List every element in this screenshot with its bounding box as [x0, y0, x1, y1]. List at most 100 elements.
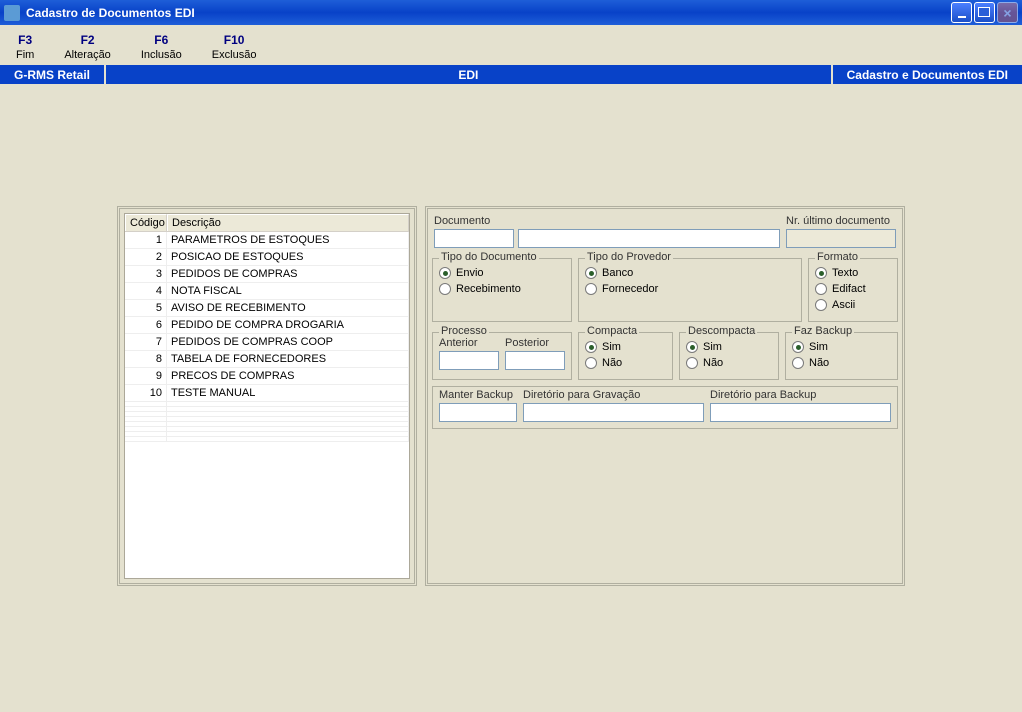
radio-envio[interactable]: Envio [439, 267, 565, 279]
cell-desc [167, 412, 409, 416]
cell-desc [167, 437, 409, 441]
table-row[interactable]: 5AVISO DE RECEBIMENTO [125, 300, 409, 317]
cell-code: 6 [125, 317, 167, 333]
radio-compacta-sim[interactable]: Sim [585, 341, 666, 353]
posterior-input[interactable] [505, 351, 565, 370]
radio-icon [439, 283, 451, 295]
cell-desc: AVISO DE RECEBIMENTO [167, 300, 409, 316]
close-button[interactable]: × [997, 2, 1018, 23]
menu-label: Exclusão [212, 49, 257, 61]
dir-gravacao-input[interactable] [523, 403, 704, 422]
radio-compacta-nao[interactable]: Não [585, 357, 666, 369]
manter-backup-input[interactable] [439, 403, 517, 422]
radio-icon [585, 283, 597, 295]
radio-icon [792, 341, 804, 353]
radio-descompacta-nao[interactable]: Não [686, 357, 772, 369]
menu-label: Alteração [64, 49, 110, 61]
infobar: G-RMS Retail EDI Cadastro e Documentos E… [0, 65, 1022, 84]
table-row[interactable]: 1PARAMETROS DE ESTOQUES [125, 232, 409, 249]
radio-backup-nao[interactable]: Não [792, 357, 891, 369]
radio-banco[interactable]: Banco [585, 267, 795, 279]
dir-backup-input[interactable] [710, 403, 891, 422]
radio-label: Texto [832, 267, 858, 279]
documents-grid-panel: Código Descrição 1PARAMETROS DE ESTOQUES… [117, 206, 417, 586]
radio-ascii[interactable]: Ascii [815, 299, 891, 311]
grid-header: Código Descrição [125, 214, 409, 232]
document-form-panel: Documento Nr. último documento Tipo do D… [425, 206, 905, 586]
menu-label: Fim [16, 49, 34, 61]
table-row[interactable]: 2POSICAO DE ESTOQUES [125, 249, 409, 266]
maximize-icon [980, 9, 990, 17]
radio-descompacta-sim[interactable]: Sim [686, 341, 772, 353]
cell-desc: NOTA FISCAL [167, 283, 409, 299]
cell-code [125, 432, 167, 436]
table-row[interactable]: 4NOTA FISCAL [125, 283, 409, 300]
menu-inclusao[interactable]: F6 Inclusão [135, 31, 188, 63]
radio-icon [686, 341, 698, 353]
menu-fim[interactable]: F3 Fim [10, 31, 40, 63]
cell-desc: PEDIDOS DE COMPRAS [167, 266, 409, 282]
cell-desc: PRECOS DE COMPRAS [167, 368, 409, 384]
cell-code [125, 437, 167, 441]
faz-backup-legend: Faz Backup [792, 325, 854, 337]
table-row[interactable]: 9PRECOS DE COMPRAS [125, 368, 409, 385]
table-row[interactable]: 3PEDIDOS DE COMPRAS [125, 266, 409, 283]
documents-grid[interactable]: Código Descrição 1PARAMETROS DE ESTOQUES… [124, 213, 410, 579]
table-row[interactable]: 10TESTE MANUAL [125, 385, 409, 402]
radio-label: Recebimento [456, 283, 521, 295]
radio-recebimento[interactable]: Recebimento [439, 283, 565, 295]
radio-label: Sim [809, 341, 828, 353]
grid-col-code[interactable]: Código [125, 214, 167, 231]
cell-desc [167, 417, 409, 421]
menubar: F3 Fim F2 Alteração F6 Inclusão F10 Excl… [0, 25, 1022, 65]
maximize-button[interactable] [974, 2, 995, 23]
window-titlebar: Cadastro de Documentos EDI × [0, 0, 1022, 25]
table-row[interactable]: 8TABELA DE FORNECEDORES [125, 351, 409, 368]
radio-icon [585, 357, 597, 369]
processo-legend: Processo [439, 325, 489, 337]
documento-desc-input[interactable] [518, 229, 780, 248]
radio-icon [815, 267, 827, 279]
radio-fornecedor[interactable]: Fornecedor [585, 283, 795, 295]
manter-backup-label: Manter Backup [439, 389, 517, 401]
menu-key: F10 [224, 33, 245, 47]
table-row[interactable]: 6PEDIDO DE COMPRA DROGARIA [125, 317, 409, 334]
nr-ultimo-label: Nr. último documento [786, 215, 896, 227]
menu-key: F2 [81, 33, 95, 47]
cell-code: 10 [125, 385, 167, 401]
menu-exclusao[interactable]: F10 Exclusão [206, 31, 263, 63]
radio-backup-sim[interactable]: Sim [792, 341, 891, 353]
radio-icon [815, 299, 827, 311]
minimize-button[interactable] [951, 2, 972, 23]
radio-texto[interactable]: Texto [815, 267, 891, 279]
radio-label: Edifact [832, 283, 866, 295]
minimize-icon [958, 16, 966, 18]
dir-gravacao-label: Diretório para Gravação [523, 389, 704, 401]
menu-alteracao[interactable]: F2 Alteração [58, 31, 116, 63]
cell-desc [167, 402, 409, 406]
radio-icon [585, 341, 597, 353]
cell-code: 4 [125, 283, 167, 299]
infobar-app-name: G-RMS Retail [0, 65, 106, 84]
radio-icon [585, 267, 597, 279]
anterior-input[interactable] [439, 351, 499, 370]
tipo-doc-legend: Tipo do Documento [439, 251, 539, 263]
radio-label: Sim [703, 341, 722, 353]
table-row[interactable] [125, 437, 409, 442]
table-row[interactable]: 7PEDIDOS DE COMPRAS COOP [125, 334, 409, 351]
menu-key: F3 [18, 33, 32, 47]
cell-code [125, 407, 167, 411]
cell-desc [167, 432, 409, 436]
radio-icon [439, 267, 451, 279]
app-icon [4, 5, 20, 21]
grid-col-desc[interactable]: Descrição [167, 214, 409, 231]
infobar-module: EDI [106, 65, 833, 84]
documento-label: Documento [434, 215, 780, 227]
radio-edifact[interactable]: Edifact [815, 283, 891, 295]
cell-code [125, 402, 167, 406]
radio-label: Banco [602, 267, 633, 279]
radio-label: Envio [456, 267, 484, 279]
nr-ultimo-input [786, 229, 896, 248]
documento-code-input[interactable] [434, 229, 514, 248]
compacta-legend: Compacta [585, 325, 639, 337]
